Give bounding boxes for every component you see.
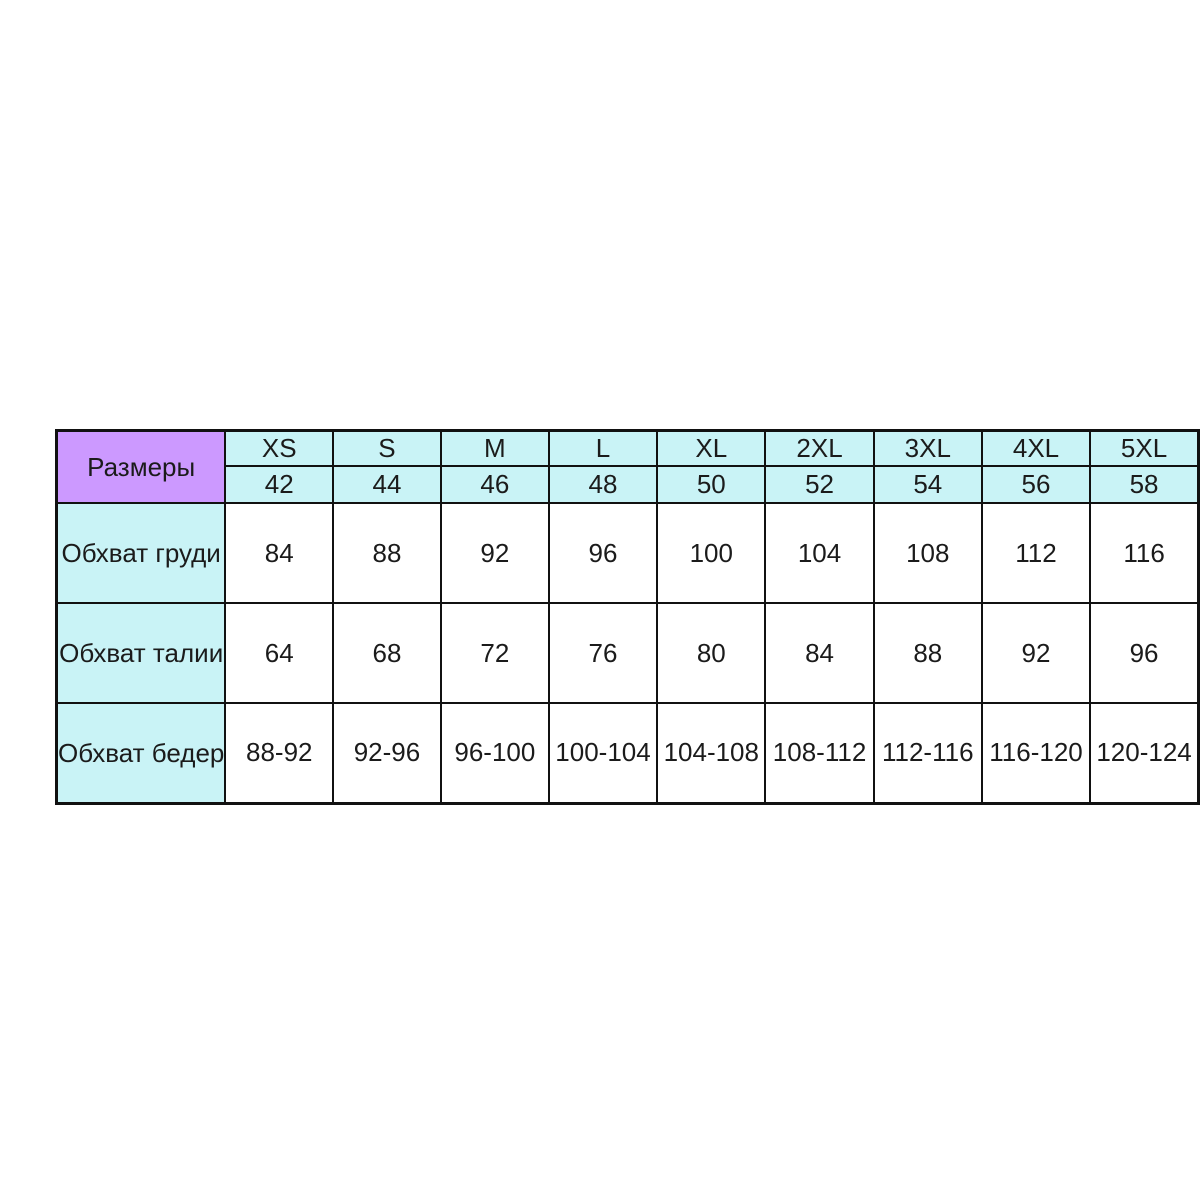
measure-value-cell: 108 [872, 502, 983, 604]
measure-value-cell: 88 [872, 602, 983, 704]
measure-value-cell: 108-112 [764, 702, 875, 804]
measure-row-label: Обхват груди [55, 502, 227, 604]
measure-value-cell: 116 [1089, 502, 1200, 604]
measure-value-cell: 104 [764, 502, 875, 604]
measure-row-label: Обхват бедер [55, 702, 227, 804]
size-letter-row: Размеры XS S M L XL 2XL 3XL 4XL 5XL [55, 429, 1200, 504]
measure-value-cell: 116-120 [980, 702, 1092, 804]
russian-size-row: 42 44 46 48 50 52 54 56 58 [57, 465, 1200, 504]
table-row-hips: Обхват бедер 88-92 92-96 96-100 100-104 … [55, 702, 1200, 804]
measure-row-label: Обхват талии [55, 602, 227, 704]
measure-value-cell: 84 [224, 502, 335, 604]
russian-size-cell: 44 [332, 465, 442, 504]
size-label-cell: XS [224, 429, 335, 467]
measure-value-cell: 92 [439, 502, 550, 604]
measure-value-cell: 100-104 [547, 702, 659, 804]
measure-value-cell: 76 [547, 602, 659, 704]
size-label-cell: S [332, 429, 442, 467]
measure-value-cell: 120-124 [1089, 702, 1200, 804]
measure-value-cell: 112-116 [872, 702, 983, 804]
corner-sizes-label: Размеры [55, 429, 227, 504]
russian-size-cell: 46 [439, 465, 550, 504]
russian-size-cell: 58 [1089, 465, 1200, 504]
measure-value-cell: 96 [547, 502, 659, 604]
size-label-cell: 4XL [980, 429, 1092, 467]
russian-size-cell: 54 [872, 465, 983, 504]
measure-value-cell: 104-108 [656, 702, 767, 804]
size-label-cell: 5XL [1089, 429, 1200, 467]
measure-value-cell: 92-96 [332, 702, 442, 804]
measure-value-cell: 96 [1089, 602, 1200, 704]
size-label-cell: 2XL [764, 429, 875, 467]
measure-value-cell: 96-100 [439, 702, 550, 804]
table-row-waist: Обхват талии 64 68 72 76 80 84 88 92 96 [55, 602, 1200, 704]
size-label-cell: 3XL [872, 429, 983, 467]
measure-value-cell: 72 [439, 602, 550, 704]
measure-value-cell: 92 [980, 602, 1092, 704]
measure-value-cell: 80 [656, 602, 767, 704]
measure-value-cell: 68 [332, 602, 442, 704]
measure-value-cell: 100 [656, 502, 767, 604]
russian-size-cell: 56 [980, 465, 1092, 504]
size-label-cell: L [547, 429, 659, 467]
measure-value-cell: 84 [764, 602, 875, 704]
measure-value-cell: 88 [332, 502, 442, 604]
size-label-cell: M [439, 429, 550, 467]
size-chart-table: Размеры XS S M L XL 2XL 3XL 4XL 5XL 42 4… [55, 429, 1200, 805]
russian-size-cell: 42 [224, 465, 335, 504]
russian-size-cell: 48 [547, 465, 659, 504]
russian-size-cell: 50 [656, 465, 767, 504]
measure-value-cell: 64 [224, 602, 335, 704]
russian-size-cell: 52 [764, 465, 875, 504]
measure-value-cell: 88-92 [224, 702, 335, 804]
size-label-cell: XL [656, 429, 767, 467]
table-row-chest: Обхват груди 84 88 92 96 100 104 108 112… [55, 502, 1200, 604]
measure-value-cell: 112 [980, 502, 1092, 604]
